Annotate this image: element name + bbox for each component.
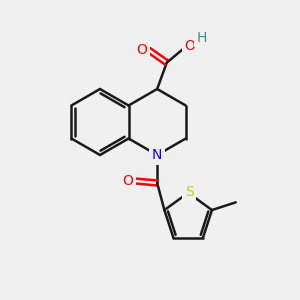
Text: O: O — [136, 43, 147, 57]
Text: H: H — [196, 31, 207, 44]
Text: O: O — [123, 174, 134, 188]
Text: N: N — [152, 148, 162, 162]
Text: O: O — [184, 38, 195, 52]
Text: S: S — [185, 185, 194, 199]
